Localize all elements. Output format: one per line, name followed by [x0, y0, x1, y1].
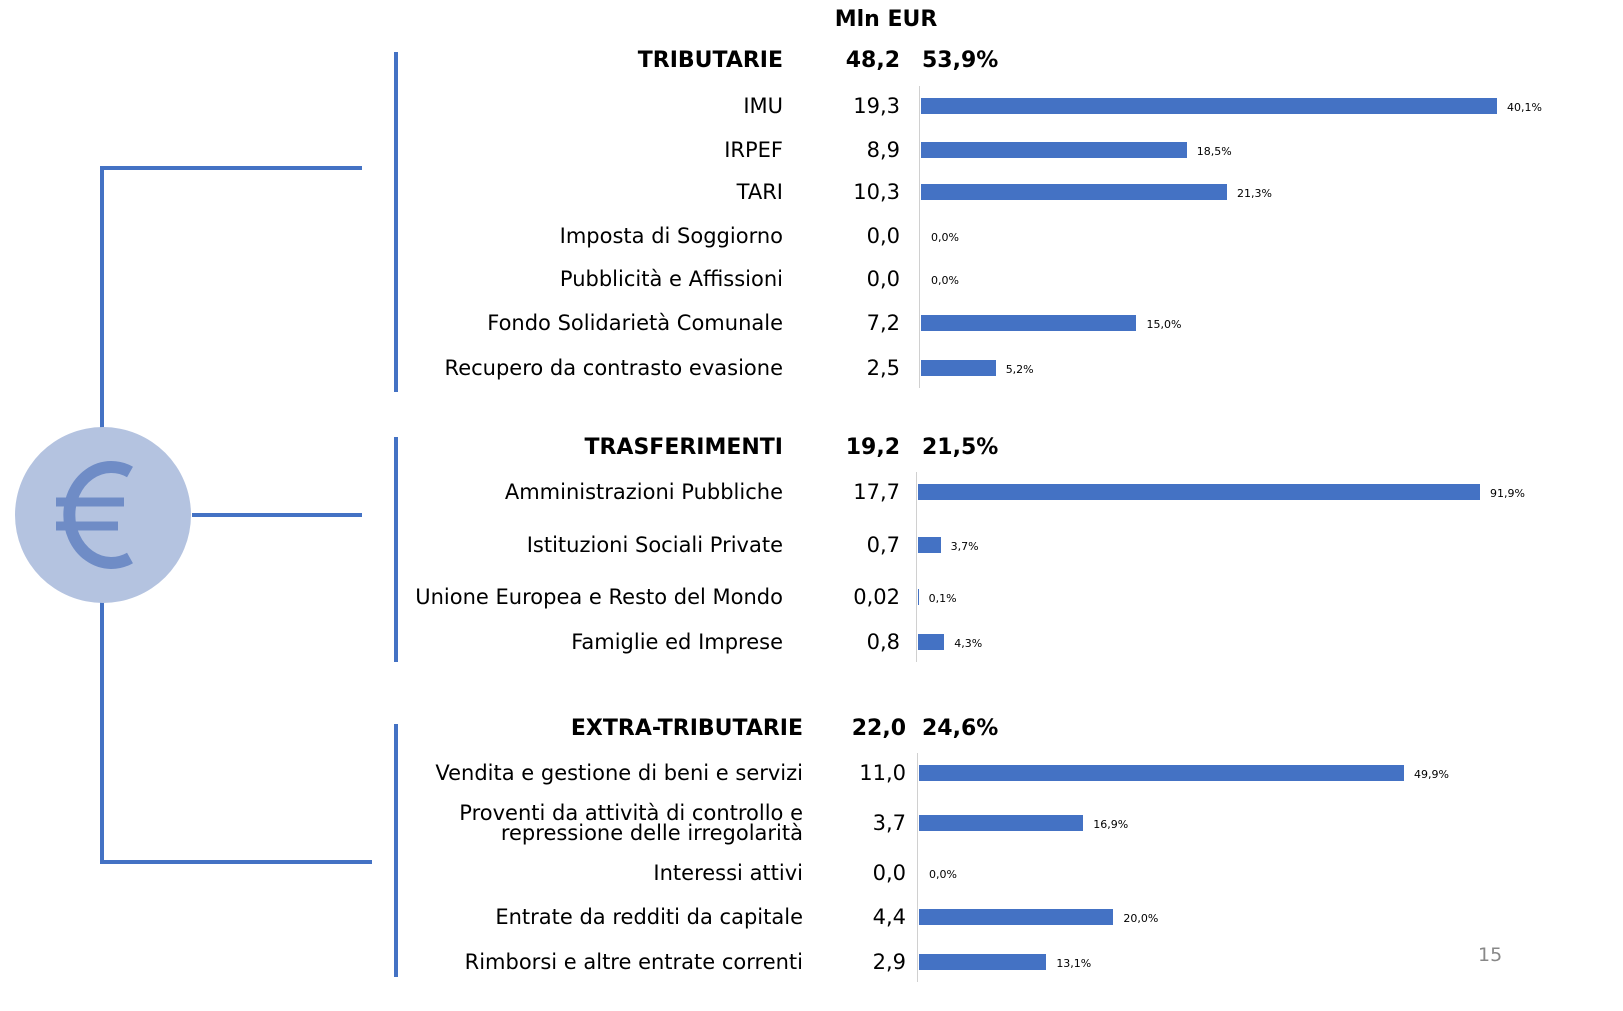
category-label: Pubblicità e Affissioni	[559, 267, 783, 291]
amount-label: 10,3	[853, 180, 900, 204]
baseline	[916, 472, 917, 662]
bar	[919, 909, 1114, 925]
euro-icon	[15, 427, 191, 603]
value-label: 20,0%	[1123, 912, 1159, 925]
value-label: 0,0%	[931, 231, 959, 244]
group-title: EXTRA-TRIBUTARIE	[570, 716, 803, 741]
bar	[918, 537, 941, 553]
bar	[921, 184, 1227, 200]
amount-label: 19,3	[853, 94, 900, 118]
bar	[919, 815, 1084, 831]
category-label: Amministrazioni Pubbliche	[504, 480, 783, 504]
amount-label: 0,0	[866, 267, 900, 291]
bar	[921, 315, 1137, 331]
amount-label: 0,0	[872, 861, 906, 885]
category-label: Imposta di Soggiorno	[559, 224, 783, 248]
amount-label: 0,7	[866, 533, 900, 557]
amount-label: 0,02	[853, 585, 900, 609]
bar	[919, 954, 1047, 970]
value-label: 0,1%	[928, 592, 957, 605]
group-total: 48,2	[845, 48, 900, 73]
bar	[921, 98, 1497, 114]
value-label: 4,3%	[954, 637, 983, 650]
amount-label: 0,8	[866, 630, 900, 654]
category-label: IMU	[743, 94, 783, 118]
bar	[921, 142, 1187, 158]
category-label: Interessi attivi	[653, 861, 803, 885]
bar	[918, 634, 945, 650]
amount-label: 4,4	[872, 905, 906, 929]
category-label: Istituzioni Sociali Private	[526, 533, 783, 557]
category-label: Proventi da attività di controllo e repr…	[459, 801, 803, 845]
value-label: 16,9%	[1093, 818, 1129, 831]
baseline	[919, 86, 920, 388]
category-label: Fondo Solidarietà Comunale	[487, 311, 783, 335]
amount-label: 17,7	[853, 480, 900, 504]
category-label: Entrate da redditi da capitale	[495, 905, 803, 929]
value-label: 18,5%	[1196, 145, 1232, 158]
category-label: Vendita e gestione di beni e servizi	[435, 761, 803, 785]
group-share: 21,5%	[922, 435, 999, 460]
amount-label: 11,0	[859, 761, 906, 785]
bar	[918, 589, 919, 605]
page-number: 15	[1478, 944, 1503, 966]
category-label: Rimborsi e altre entrate correnti	[464, 950, 803, 974]
amount-label: 7,2	[866, 311, 900, 335]
group-share: 24,6%	[922, 716, 999, 741]
category-label: Recupero da contrasto evasione	[444, 356, 783, 380]
group-total: 19,2	[845, 435, 900, 460]
value-label: 40,1%	[1507, 101, 1542, 114]
group-total: 22,0	[851, 716, 906, 741]
bar	[921, 360, 996, 376]
amount-label: 3,7	[872, 811, 906, 835]
group-title: TRASFERIMENTI	[584, 435, 783, 460]
unit-header: Mln EUR	[834, 7, 938, 32]
amount-label: 8,9	[866, 138, 900, 162]
value-label: 3,7%	[950, 540, 979, 553]
value-label: 5,2%	[1005, 363, 1034, 376]
value-label: 21,3%	[1236, 187, 1272, 200]
bar	[918, 484, 1480, 500]
value-label: 91,9%	[1490, 487, 1525, 500]
category-label: Unione Europea e Resto del Mondo	[415, 585, 783, 609]
baseline	[917, 753, 918, 982]
amount-label: 2,5	[866, 356, 900, 380]
category-label: IRPEF	[724, 138, 783, 162]
value-label: 13,1%	[1056, 957, 1092, 970]
amount-label: 0,0	[866, 224, 900, 248]
euro-sign	[56, 461, 133, 569]
category-label: TARI	[736, 180, 783, 204]
group-title: TRIBUTARIE	[637, 48, 783, 73]
value-label: 15,0%	[1146, 318, 1182, 331]
category-label: Famiglie ed Imprese	[571, 630, 783, 654]
value-label: 0,0%	[929, 868, 957, 881]
value-label: 49,9%	[1414, 768, 1449, 781]
group-share: 53,9%	[922, 48, 999, 73]
value-label: 0,0%	[931, 274, 959, 287]
amount-label: 2,9	[872, 950, 906, 974]
bar	[919, 765, 1404, 781]
